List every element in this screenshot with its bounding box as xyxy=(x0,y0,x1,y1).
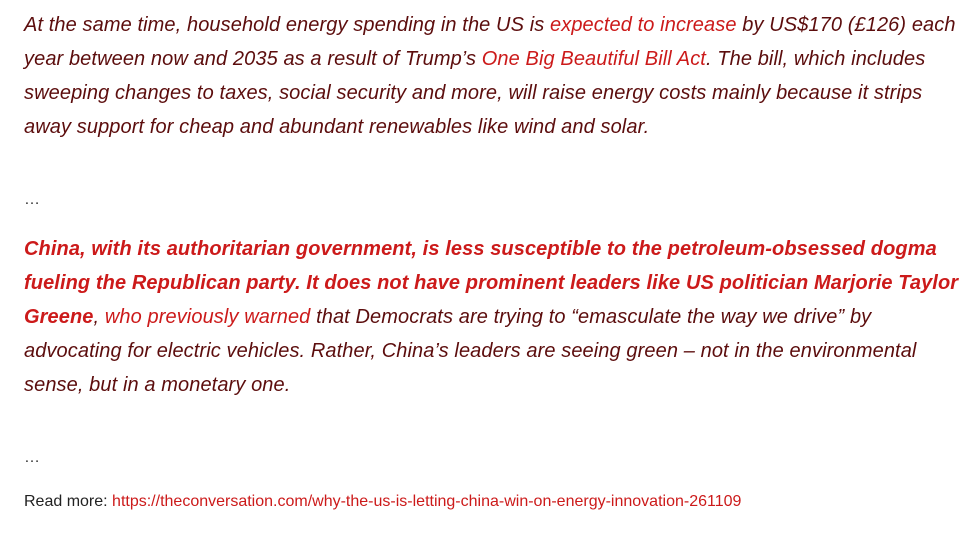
paragraph-energy-spending: At the same time, household energy spend… xyxy=(24,8,968,144)
ellipsis-separator: … xyxy=(24,191,40,208)
expected-to-increase-link[interactable]: expected to increase xyxy=(550,14,737,36)
paragraph-china: China, with its authoritarian government… xyxy=(24,232,968,402)
paragraph-text: , xyxy=(93,306,105,328)
paragraph-text: by US$170 (£126) each year between now a… xyxy=(24,14,956,70)
paragraph-text: At the same time, household energy spend… xyxy=(24,14,551,36)
read-more: Read more: https://theconversation.com/w… xyxy=(24,492,741,512)
bold-quote: China, with its authoritarian government… xyxy=(24,238,959,328)
paragraph-text: . The bill, which includes sweeping chan… xyxy=(24,48,926,138)
who-previously-warned-link[interactable]: who previously warned xyxy=(104,306,311,328)
read-more-label: Read more: xyxy=(24,493,113,510)
read-more-link[interactable]: https://theconversation.com/why-the-us-i… xyxy=(112,493,742,510)
ellipsis-separator: … xyxy=(24,449,40,466)
paragraph-text: that Democrats are trying to “emasculate… xyxy=(24,306,917,396)
big-beautiful-bill-link[interactable]: One Big Beautiful Bill Act xyxy=(481,48,706,70)
